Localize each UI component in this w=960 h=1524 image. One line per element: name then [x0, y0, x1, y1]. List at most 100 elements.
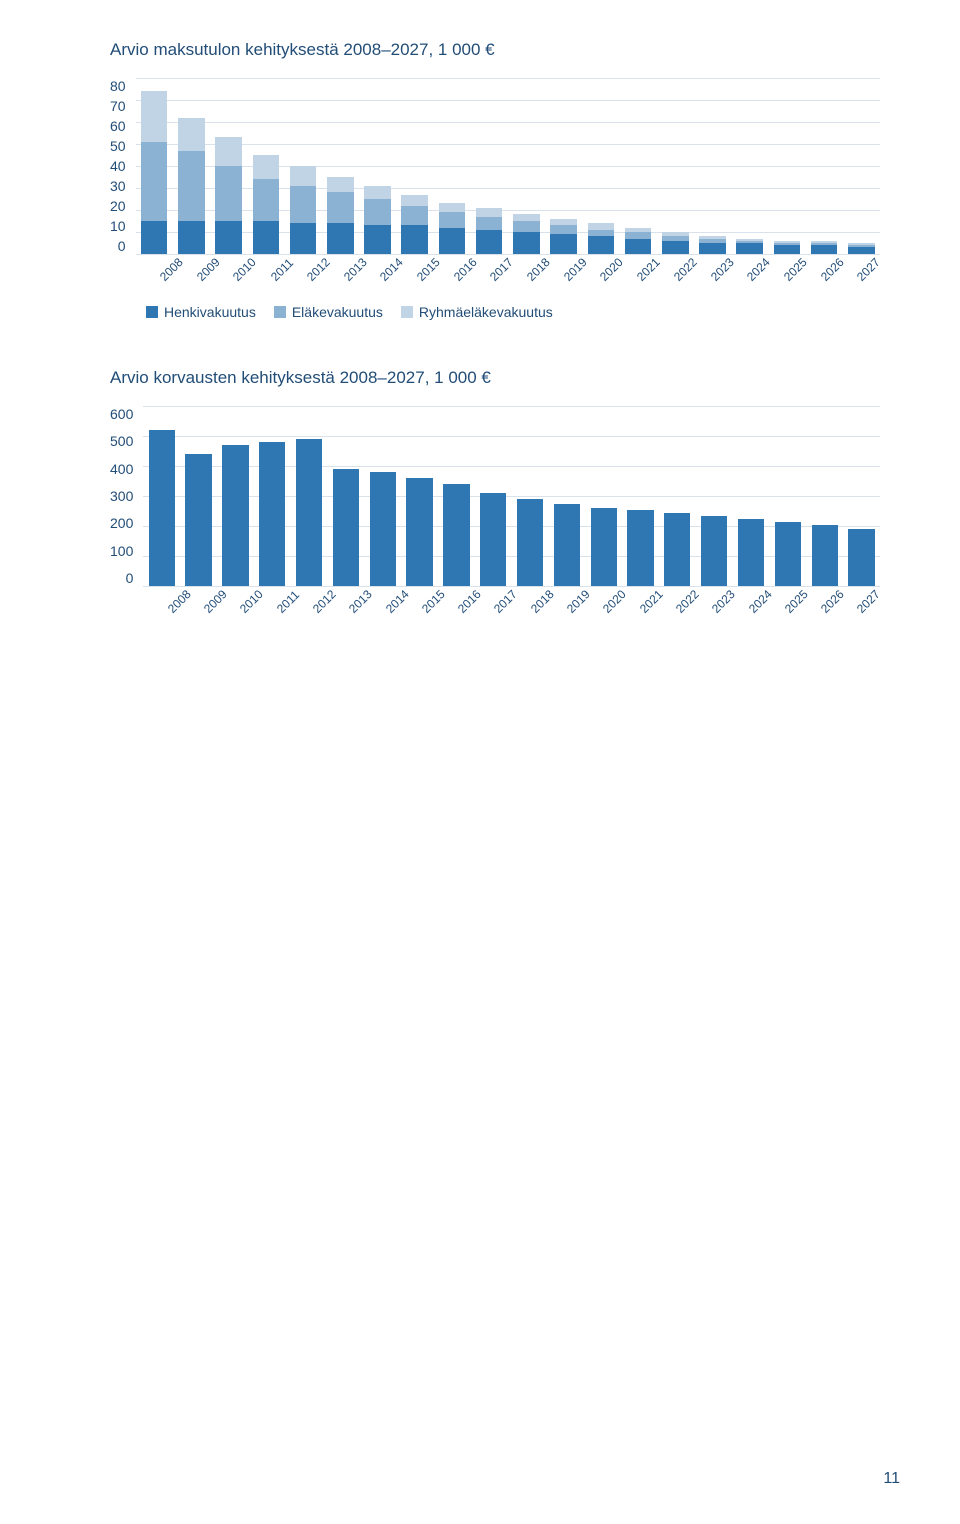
chart2-x-axis: 2008200920102011201220132014201520162017… — [154, 590, 880, 626]
chart1-bar-segment — [141, 142, 168, 221]
chart1-xtick: 2014 — [377, 255, 406, 284]
chart2-xtick: 2026 — [818, 587, 847, 616]
chart1-xtick: 2026 — [818, 255, 847, 284]
chart2-bar-slot — [587, 508, 620, 586]
chart2-bar-slot — [550, 504, 583, 587]
chart1-bar — [178, 118, 205, 254]
chart2-bar-slot — [182, 454, 215, 586]
chart2-xtick: 2023 — [709, 587, 738, 616]
chart1-title: Arvio maksutulon kehityksestä 2008–2027,… — [110, 40, 880, 60]
chart1-bar-slot — [435, 203, 468, 254]
chart1-bar-slot — [696, 236, 729, 254]
chart1-bar — [625, 228, 652, 254]
chart1-xtick: 2022 — [671, 255, 700, 284]
chart2-xtick: 2016 — [455, 587, 484, 616]
chart2-bar-slot — [403, 478, 436, 586]
chart1-bar-segment — [550, 234, 577, 254]
chart2-plot-area — [143, 406, 880, 586]
chart2-bar — [406, 478, 432, 586]
chart2-bar-slot — [698, 516, 731, 587]
chart2-ytick: 500 — [110, 433, 133, 449]
chart1-bar — [364, 186, 391, 254]
chart2-bar-slot — [661, 513, 694, 587]
chart2-xtick: 2010 — [237, 587, 266, 616]
chart1: Arvio maksutulon kehityksestä 2008–2027,… — [110, 40, 880, 320]
chart2-xtick: 2022 — [673, 587, 702, 616]
chart1-bar-segment — [401, 195, 428, 206]
chart2-bar — [848, 529, 874, 586]
chart1-xtick: 2019 — [561, 255, 590, 284]
chart1-bar-slot — [473, 208, 506, 254]
chart2-bar — [443, 484, 469, 586]
chart1-xtick: 2012 — [304, 255, 333, 284]
chart2-bar-slot — [477, 493, 510, 586]
chart1-bar — [141, 91, 168, 254]
chart1-bar-segment — [513, 232, 540, 254]
chart1-bar-slot — [845, 243, 878, 254]
chart1-bar-segment — [290, 186, 317, 223]
chart1-bar-segment — [699, 243, 726, 254]
chart2-ytick: 600 — [110, 406, 133, 422]
chart1-bar-slot — [733, 239, 766, 254]
chart1-bar — [290, 166, 317, 254]
chart1-xtick: 2020 — [597, 255, 626, 284]
chart1-bar-segment — [476, 208, 503, 217]
chart1-bar-segment — [625, 232, 652, 239]
chart1-bar-segment — [550, 219, 577, 226]
chart2-bars — [143, 406, 880, 586]
chart2-xtick: 2017 — [491, 587, 520, 616]
chart1-bar-slot — [808, 241, 841, 254]
chart2-bar-slot — [293, 439, 326, 586]
chart1-ytick: 10 — [110, 218, 126, 234]
chart1-bar-segment — [736, 243, 763, 254]
chart1-bar-segment — [662, 241, 689, 254]
chart1-bar-segment — [290, 166, 317, 186]
chart1-xtick: 2021 — [634, 255, 663, 284]
chart1-bar-segment — [364, 225, 391, 254]
chart1-bar — [513, 214, 540, 254]
chart2-xtick: 2020 — [600, 587, 629, 616]
chart1-xtick: 2011 — [268, 256, 296, 284]
chart2-ytick: 100 — [110, 543, 133, 559]
chart2-bar-slot — [808, 525, 841, 587]
chart1-legend-item: Henkivakuutus — [146, 304, 256, 320]
chart1-bar-slot — [510, 214, 543, 254]
legend-swatch-icon — [401, 306, 413, 318]
chart1-bar — [550, 219, 577, 254]
chart2-bar-slot — [366, 472, 399, 586]
chart2-bar — [738, 519, 764, 587]
chart1-xtick: 2027 — [854, 255, 883, 284]
chart1-bar-slot — [584, 223, 617, 254]
chart1-bar — [476, 208, 503, 254]
chart2-xtick: 2024 — [746, 587, 775, 616]
chart2-bar — [812, 525, 838, 587]
chart1-xtick: 2013 — [341, 255, 370, 284]
chart1-xtick: 2025 — [781, 255, 810, 284]
chart2-bar — [554, 504, 580, 587]
chart1-bar-segment — [439, 212, 466, 227]
chart1-bar-slot — [249, 155, 282, 254]
chart2-gridline — [143, 586, 880, 587]
chart2-ytick: 400 — [110, 461, 133, 477]
chart1-bar-segment — [774, 245, 801, 254]
chart2-ytick: 300 — [110, 488, 133, 504]
chart1-legend-item: Ryhmäeläkevakuutus — [401, 304, 553, 320]
chart1-bar-segment — [588, 223, 615, 230]
chart1-bar-segment — [327, 192, 354, 223]
chart1-bar-slot — [324, 177, 357, 254]
chart2-xtick: 2025 — [782, 587, 811, 616]
chart1-bar-segment — [327, 223, 354, 254]
chart1-bar-segment — [625, 239, 652, 254]
chart1-bar-segment — [476, 217, 503, 230]
chart2-bar-slot — [145, 430, 178, 586]
chart1-ytick: 20 — [110, 198, 126, 214]
chart1-xtick: 2016 — [451, 255, 480, 284]
chart1-bar-slot — [361, 186, 394, 254]
chart2-xtick: 2021 — [637, 587, 666, 616]
chart1-ytick: 60 — [110, 118, 126, 134]
chart2-bar — [222, 445, 248, 586]
legend-swatch-icon — [274, 306, 286, 318]
chart2-xtick: 2015 — [419, 587, 448, 616]
chart1-bars — [136, 78, 880, 254]
chart1-bar — [439, 203, 466, 254]
